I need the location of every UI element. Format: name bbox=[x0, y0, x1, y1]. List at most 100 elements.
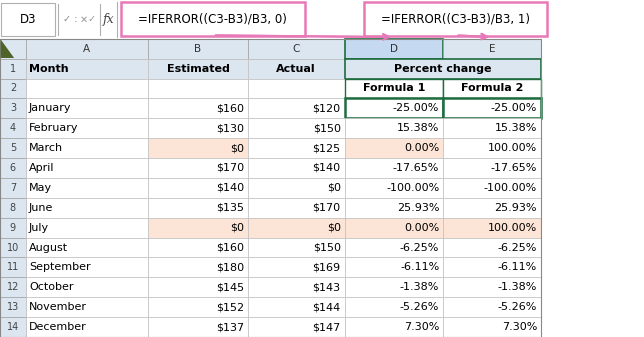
Text: 7.30%: 7.30% bbox=[404, 322, 439, 332]
Text: 100.00%: 100.00% bbox=[488, 143, 537, 153]
Text: $137: $137 bbox=[216, 322, 244, 332]
FancyBboxPatch shape bbox=[26, 79, 148, 98]
Text: $0: $0 bbox=[327, 183, 341, 193]
FancyBboxPatch shape bbox=[148, 158, 248, 178]
Text: C: C bbox=[292, 44, 300, 54]
Text: -1.38%: -1.38% bbox=[400, 282, 439, 292]
FancyBboxPatch shape bbox=[0, 138, 26, 158]
FancyBboxPatch shape bbox=[443, 277, 541, 297]
FancyBboxPatch shape bbox=[248, 39, 345, 59]
FancyBboxPatch shape bbox=[0, 218, 26, 238]
Text: Month: Month bbox=[29, 64, 69, 73]
Text: 12: 12 bbox=[6, 282, 19, 292]
Text: 6: 6 bbox=[10, 163, 16, 173]
FancyBboxPatch shape bbox=[364, 2, 547, 36]
FancyBboxPatch shape bbox=[26, 198, 148, 218]
FancyBboxPatch shape bbox=[248, 138, 345, 158]
Text: -100.00%: -100.00% bbox=[484, 183, 537, 193]
Text: May: May bbox=[29, 183, 52, 193]
Text: March: March bbox=[29, 143, 63, 153]
Text: $0: $0 bbox=[230, 223, 244, 233]
Text: 13: 13 bbox=[6, 302, 19, 312]
FancyBboxPatch shape bbox=[345, 138, 443, 158]
FancyBboxPatch shape bbox=[148, 218, 248, 238]
Text: Actual: Actual bbox=[276, 64, 316, 73]
FancyBboxPatch shape bbox=[443, 178, 541, 198]
Text: =IFERROR((C3-B3)/B3, 1): =IFERROR((C3-B3)/B3, 1) bbox=[381, 13, 530, 26]
FancyBboxPatch shape bbox=[248, 79, 345, 98]
Text: 0.00%: 0.00% bbox=[404, 143, 439, 153]
FancyBboxPatch shape bbox=[26, 238, 148, 257]
FancyBboxPatch shape bbox=[0, 158, 26, 178]
FancyBboxPatch shape bbox=[345, 238, 443, 257]
Text: -17.65%: -17.65% bbox=[393, 163, 439, 173]
Text: 7.30%: 7.30% bbox=[502, 322, 537, 332]
FancyBboxPatch shape bbox=[0, 79, 26, 98]
Text: $143: $143 bbox=[312, 282, 341, 292]
FancyBboxPatch shape bbox=[148, 277, 248, 297]
Text: -6.25%: -6.25% bbox=[498, 243, 537, 252]
Text: $170: $170 bbox=[312, 203, 341, 213]
Text: $170: $170 bbox=[216, 163, 244, 173]
FancyBboxPatch shape bbox=[443, 118, 541, 138]
FancyBboxPatch shape bbox=[345, 79, 443, 98]
Text: April: April bbox=[29, 163, 55, 173]
FancyBboxPatch shape bbox=[26, 277, 148, 297]
Text: $150: $150 bbox=[313, 243, 341, 252]
Text: -6.25%: -6.25% bbox=[400, 243, 439, 252]
FancyBboxPatch shape bbox=[0, 39, 26, 59]
Text: -1.38%: -1.38% bbox=[498, 282, 537, 292]
FancyBboxPatch shape bbox=[148, 198, 248, 218]
FancyBboxPatch shape bbox=[148, 138, 248, 158]
Text: ✕: ✕ bbox=[80, 14, 88, 24]
Text: $135: $135 bbox=[216, 203, 244, 213]
Text: :: : bbox=[74, 14, 78, 24]
Text: $169: $169 bbox=[312, 263, 341, 272]
Text: ✓: ✓ bbox=[62, 14, 70, 24]
FancyBboxPatch shape bbox=[248, 257, 345, 277]
Text: D: D bbox=[390, 44, 398, 54]
Text: -5.26%: -5.26% bbox=[498, 302, 537, 312]
FancyBboxPatch shape bbox=[0, 118, 26, 138]
FancyBboxPatch shape bbox=[0, 257, 26, 277]
FancyBboxPatch shape bbox=[443, 79, 541, 98]
Text: 15.38%: 15.38% bbox=[397, 123, 439, 133]
Text: 8: 8 bbox=[10, 203, 16, 213]
FancyBboxPatch shape bbox=[148, 79, 248, 98]
FancyBboxPatch shape bbox=[248, 59, 345, 79]
FancyBboxPatch shape bbox=[26, 138, 148, 158]
Text: $160: $160 bbox=[216, 243, 244, 252]
FancyBboxPatch shape bbox=[443, 238, 541, 257]
Text: Formula 2: Formula 2 bbox=[461, 84, 523, 93]
Text: 5: 5 bbox=[10, 143, 16, 153]
FancyBboxPatch shape bbox=[0, 317, 26, 337]
Text: 7: 7 bbox=[10, 183, 16, 193]
FancyBboxPatch shape bbox=[248, 158, 345, 178]
Text: 3: 3 bbox=[10, 103, 16, 113]
FancyBboxPatch shape bbox=[26, 297, 148, 317]
Text: E: E bbox=[489, 44, 495, 54]
Text: $160: $160 bbox=[216, 103, 244, 113]
FancyBboxPatch shape bbox=[345, 257, 443, 277]
FancyBboxPatch shape bbox=[248, 238, 345, 257]
FancyBboxPatch shape bbox=[148, 238, 248, 257]
Text: $140: $140 bbox=[216, 183, 244, 193]
FancyBboxPatch shape bbox=[443, 138, 541, 158]
Text: $150: $150 bbox=[313, 123, 341, 133]
FancyBboxPatch shape bbox=[345, 59, 541, 79]
FancyBboxPatch shape bbox=[148, 59, 248, 79]
FancyBboxPatch shape bbox=[148, 317, 248, 337]
Text: $0: $0 bbox=[230, 143, 244, 153]
Text: -17.65%: -17.65% bbox=[491, 163, 537, 173]
Text: July: July bbox=[29, 223, 49, 233]
FancyBboxPatch shape bbox=[248, 178, 345, 198]
Text: 25.93%: 25.93% bbox=[495, 203, 537, 213]
FancyBboxPatch shape bbox=[345, 317, 443, 337]
FancyBboxPatch shape bbox=[148, 98, 248, 118]
FancyBboxPatch shape bbox=[345, 198, 443, 218]
FancyBboxPatch shape bbox=[0, 277, 26, 297]
FancyBboxPatch shape bbox=[26, 317, 148, 337]
Text: A: A bbox=[83, 44, 91, 54]
FancyBboxPatch shape bbox=[26, 178, 148, 198]
Text: $152: $152 bbox=[216, 302, 244, 312]
